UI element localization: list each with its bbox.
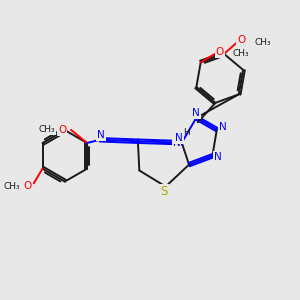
Text: CH₃: CH₃	[39, 125, 55, 134]
Text: N: N	[193, 109, 200, 118]
Text: CH₃: CH₃	[255, 38, 272, 47]
Text: S: S	[160, 185, 168, 198]
Text: N: N	[98, 130, 105, 140]
Text: H: H	[184, 128, 190, 137]
Text: N: N	[219, 122, 226, 132]
Text: CH₃: CH₃	[233, 49, 250, 58]
Text: O: O	[216, 47, 224, 57]
Text: N: N	[214, 152, 222, 162]
Text: O: O	[238, 35, 246, 45]
Text: O: O	[24, 181, 32, 191]
Text: N: N	[175, 133, 183, 143]
Text: CH₃: CH₃	[4, 182, 20, 191]
Text: O: O	[58, 125, 66, 135]
Text: N: N	[172, 138, 180, 148]
